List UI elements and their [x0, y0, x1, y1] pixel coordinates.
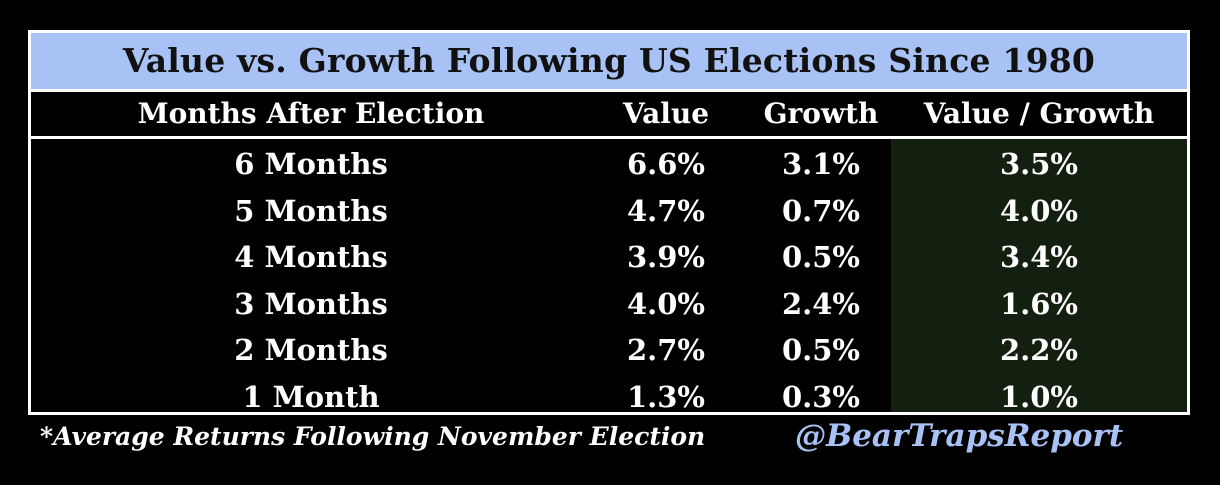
table-row: 5 Months 4.7% 0.7% 4.0%	[31, 188, 1187, 235]
header-divider	[31, 136, 1187, 139]
header-value: Value	[622, 97, 710, 130]
header-months: Months After Election	[137, 97, 485, 130]
value-cell: 1.3%	[626, 379, 705, 414]
highlight-column-background	[891, 139, 1187, 412]
table-title: Value vs. Growth Following US Elections …	[31, 33, 1187, 89]
ratio-cell: 3.5%	[999, 147, 1078, 181]
value-cell: 3.9%	[626, 240, 705, 274]
ratio-cell: 2.2%	[999, 333, 1078, 367]
title-divider	[31, 89, 1187, 92]
table-row: 1 Month 1.3% 0.3% 1.0%	[31, 374, 1187, 421]
row-label: 2 Months	[234, 333, 388, 367]
header-row: Months After Election Value Growth Value…	[31, 92, 1187, 136]
row-label: 6 Months	[234, 147, 388, 181]
value-cell: 2.7%	[626, 333, 705, 367]
growth-cell: 0.3%	[781, 379, 860, 414]
header-value-growth: Value / Growth	[923, 97, 1155, 130]
footnote: *Average Returns Following November Elec…	[40, 422, 706, 451]
row-label: 4 Months	[234, 240, 388, 274]
growth-cell: 0.5%	[781, 333, 860, 367]
growth-cell: 0.7%	[781, 193, 860, 228]
value-cell: 6.6%	[626, 147, 705, 181]
ratio-cell: 1.6%	[999, 286, 1078, 321]
row-label: 5 Months	[234, 193, 388, 228]
growth-cell: 0.5%	[781, 240, 860, 274]
growth-cell: 2.4%	[781, 286, 860, 321]
ratio-cell: 3.4%	[999, 240, 1078, 274]
table-row: 2 Months 2.7% 0.5% 2.2%	[31, 327, 1187, 374]
table-body: 6 Months 6.6% 3.1% 3.5% 5 Months 4.7% 0.…	[31, 141, 1187, 420]
table-frame: Value vs. Growth Following US Elections …	[28, 30, 1190, 415]
table-row: 3 Months 4.0% 2.4% 1.6%	[31, 281, 1187, 328]
source-handle: @BearTrapsReport	[795, 418, 1124, 454]
ratio-cell: 4.0%	[999, 193, 1078, 228]
growth-cell: 3.1%	[781, 147, 860, 181]
ratio-cell: 1.0%	[999, 379, 1078, 414]
header-growth: Growth	[763, 97, 879, 130]
table-row: 4 Months 3.9% 0.5% 3.4%	[31, 234, 1187, 281]
row-label: 3 Months	[234, 286, 388, 321]
value-cell: 4.0%	[626, 286, 705, 321]
value-cell: 4.7%	[626, 193, 705, 228]
row-label: 1 Month	[242, 379, 380, 414]
table-row: 6 Months 6.6% 3.1% 3.5%	[31, 141, 1187, 188]
